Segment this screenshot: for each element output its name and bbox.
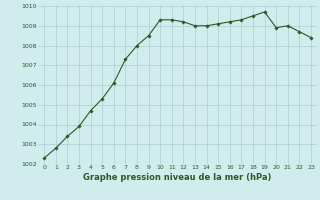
X-axis label: Graphe pression niveau de la mer (hPa): Graphe pression niveau de la mer (hPa): [84, 173, 272, 182]
